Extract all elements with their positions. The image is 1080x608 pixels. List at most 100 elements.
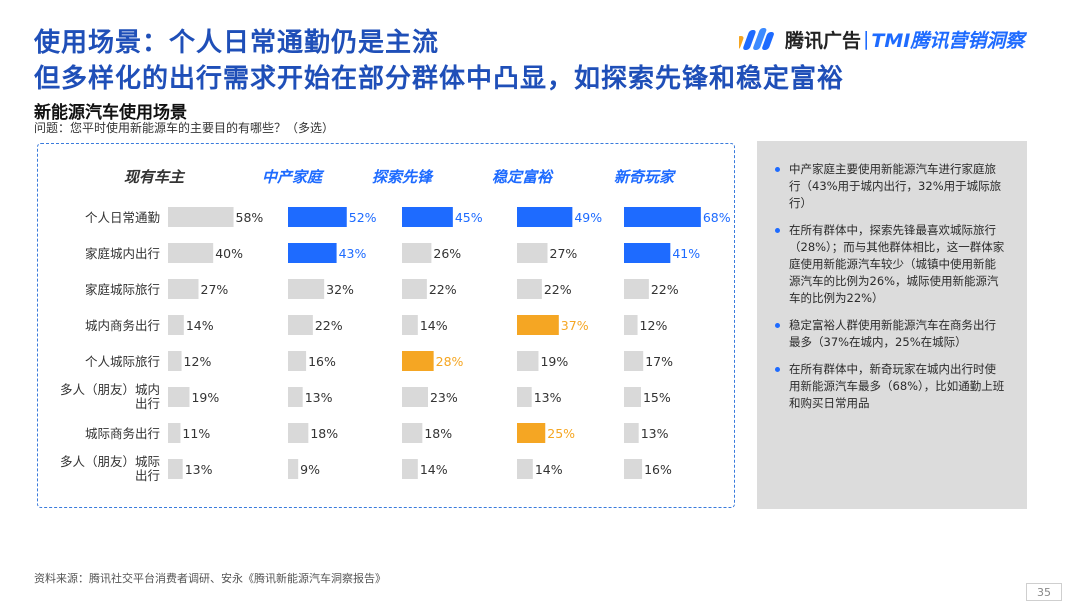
bar-value-label: 13%	[305, 390, 333, 405]
bar-value-label: 16%	[308, 354, 336, 369]
logo-tmi-text: TMI腾讯营销洞察	[871, 29, 1025, 52]
bar	[517, 459, 533, 479]
bar-value-label: 52%	[349, 210, 377, 225]
bar	[517, 423, 546, 443]
data-source-note: 资料来源：腾讯社交平台消费者调研、安永《腾讯新能源汽车洞察报告》	[34, 572, 386, 585]
bar	[168, 351, 182, 371]
insight-item: 在所有群体中，新奇玩家在城内出行时使用新能源汽车最多（68%），比如通勤上班和购…	[775, 361, 1007, 412]
bar-value-label: 18%	[310, 426, 338, 441]
bar-value-label: 37%	[561, 318, 589, 333]
bar	[402, 243, 432, 263]
bar-value-label: 13%	[641, 426, 669, 441]
bar-value-label: 27%	[201, 282, 229, 297]
bar-value-label: 41%	[672, 246, 700, 261]
bar-value-label: 12%	[184, 354, 212, 369]
insight-item: 在所有群体中，探索先锋最喜欢城际旅行（28%）；而与其他群体相比，这一群体家庭使…	[775, 222, 1007, 307]
series-header: 新奇玩家	[614, 168, 677, 186]
bar-value-label: 15%	[643, 390, 671, 405]
bar-value-label: 19%	[540, 354, 568, 369]
bar	[624, 351, 644, 371]
bar-value-label: 13%	[534, 390, 562, 405]
bar	[402, 351, 434, 371]
bar	[624, 243, 671, 263]
category-label: 多人（朋友）城内	[60, 382, 160, 397]
category-label: 多人（朋友）城际	[60, 454, 160, 469]
category-label: 出行	[135, 396, 160, 411]
bar-value-label: 12%	[640, 318, 668, 333]
series-header: 探索先锋	[372, 168, 434, 186]
bar-value-label: 22%	[315, 318, 343, 333]
bar	[168, 459, 183, 479]
bar	[402, 279, 427, 299]
bar-value-label: 19%	[191, 390, 219, 405]
bar-value-label: 13%	[185, 462, 213, 477]
bar	[288, 459, 299, 479]
bar	[517, 279, 542, 299]
logo-separator: |	[863, 28, 870, 50]
page-title-line2: 但多样化的出行需求开始在部分群体中凸显，如探索先锋和稳定富裕	[34, 64, 845, 94]
page-title-line1: 使用场景：个人日常通勤仍是主流	[34, 28, 440, 58]
series-header: 中产家庭	[262, 168, 325, 186]
bar-value-label: 18%	[424, 426, 452, 441]
bar	[168, 315, 184, 335]
bar	[402, 387, 428, 407]
bar-value-label: 14%	[420, 462, 448, 477]
insight-item: 中产家庭主要使用新能源汽车进行家庭旅行（43%用于城内出行，32%用于城际旅行）	[775, 161, 1007, 212]
bar	[517, 315, 559, 335]
category-label: 个人日常通勤	[85, 210, 160, 225]
bar-value-label: 68%	[703, 210, 731, 225]
bar	[402, 315, 418, 335]
category-label: 家庭城际旅行	[85, 282, 160, 297]
page-number: 35	[1026, 583, 1062, 601]
bar-value-label: 28%	[436, 354, 464, 369]
bar-value-label: 22%	[429, 282, 457, 297]
section-subtitle: 新能源汽车使用场景	[34, 103, 187, 123]
bar	[624, 459, 643, 479]
bar	[168, 243, 214, 263]
category-label: 出行	[135, 468, 160, 483]
insight-item: 稳定富裕人群使用新能源汽车在商务出行最多（37%在城内，25%在城际）	[775, 317, 1007, 351]
bar-value-label: 22%	[651, 282, 679, 297]
tencent-ads-logo-icon	[739, 28, 774, 50]
brand-logo: 腾讯广告 | TMI腾讯营销洞察	[739, 24, 1024, 54]
bar	[288, 243, 337, 263]
logo-text: 腾讯广告	[785, 29, 862, 52]
bar	[288, 351, 307, 371]
bar-value-label: 40%	[215, 246, 243, 261]
bar	[517, 387, 532, 407]
insights-list: 中产家庭主要使用新能源汽车进行家庭旅行（43%用于城内出行，32%用于城际旅行）…	[775, 161, 1007, 422]
bar	[288, 279, 325, 299]
bar-value-label: 32%	[326, 282, 354, 297]
category-label: 个人城际旅行	[85, 354, 160, 369]
bar	[168, 207, 234, 227]
bar	[517, 207, 573, 227]
bar	[288, 207, 347, 227]
insights-panel: 中产家庭主要使用新能源汽车进行家庭旅行（43%用于城内出行，32%用于城际旅行）…	[757, 141, 1027, 509]
bar-value-label: 9%	[300, 462, 320, 477]
bar	[168, 279, 199, 299]
series-header: 现有车主	[124, 168, 186, 186]
category-label: 家庭城内出行	[85, 246, 160, 261]
bar	[624, 207, 701, 227]
category-label: 城内商务出行	[85, 318, 160, 333]
bar	[168, 423, 181, 443]
bar	[624, 423, 639, 443]
bar-value-label: 14%	[535, 462, 563, 477]
bar-value-label: 25%	[547, 426, 575, 441]
bar-value-label: 23%	[430, 390, 458, 405]
usage-scenario-chart: 现有车主 中产家庭 探索先锋 稳定富裕 新奇玩家个人日常通勤家庭城内出行家庭城际旅行城内…	[60, 168, 731, 483]
bar	[288, 387, 303, 407]
bar-value-label: 22%	[544, 282, 572, 297]
bar-value-label: 26%	[433, 246, 461, 261]
chart-frame	[37, 143, 735, 508]
bar	[624, 279, 649, 299]
bar-value-label: 14%	[420, 318, 448, 333]
bar	[624, 315, 638, 335]
bar	[402, 207, 453, 227]
category-label: 城际商务出行	[85, 426, 160, 441]
bar-value-label: 27%	[550, 246, 578, 261]
bar-value-label: 49%	[574, 210, 602, 225]
bar-value-label: 43%	[339, 246, 367, 261]
bar	[288, 423, 309, 443]
bar-value-label: 11%	[182, 426, 210, 441]
